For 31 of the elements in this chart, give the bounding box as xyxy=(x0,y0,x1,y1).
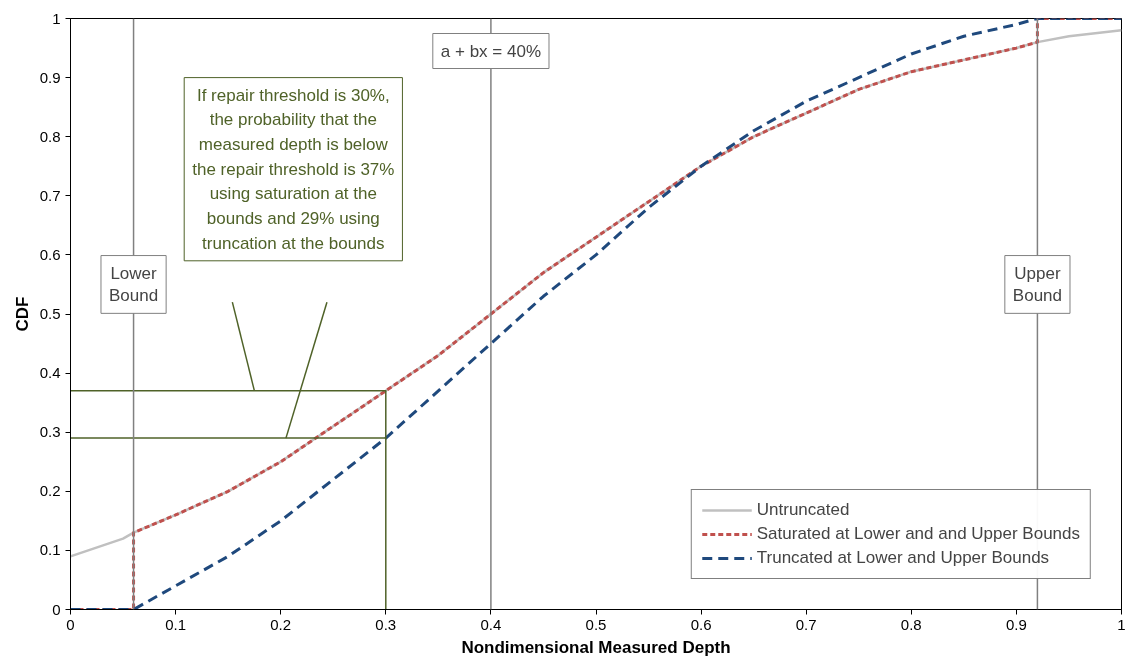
y-tick-label: 0.6 xyxy=(39,245,61,263)
annotation: If repair threshold is 30%, the probability that the measured depth is below the repair threshold is 37% using saturation at the bounds and 29% using truncation at the bounds xyxy=(192,85,395,253)
legend-label: Saturated at Lower and and Upper Bounds xyxy=(756,524,1080,544)
x-tick-label: 0.4 xyxy=(480,615,502,633)
x-tick-label: 0.5 xyxy=(585,615,607,633)
x-tick-label: 0.8 xyxy=(900,615,922,633)
x-tick-label: 0.2 xyxy=(270,615,292,633)
legend-label: Untruncated xyxy=(756,500,850,520)
x-tick-label: 0.7 xyxy=(795,615,817,633)
y-axis-title: CDF xyxy=(12,296,32,332)
legend-label: Truncated at Lower and Upper Bounds xyxy=(756,548,1050,568)
y-tick-label: 0 xyxy=(52,600,61,618)
y-tick-label: 0.3 xyxy=(39,423,61,441)
y-tick-label: 0.1 xyxy=(39,541,61,559)
x-tick-label: 0.3 xyxy=(375,615,397,633)
y-tick-label: 0.8 xyxy=(39,127,61,145)
x-tick-label: 1 xyxy=(1117,615,1126,633)
ref-line-label: a + bx = 40% xyxy=(440,41,541,61)
y-tick-label: 0.4 xyxy=(39,364,61,382)
y-tick-label: 0.9 xyxy=(39,68,61,86)
ref-line-label: Upper Bound xyxy=(1012,263,1063,306)
y-tick-label: 0.2 xyxy=(39,482,61,500)
x-tick-label: 0 xyxy=(66,615,75,633)
x-tick-label: 0.9 xyxy=(1005,615,1027,633)
y-tick-label: 1 xyxy=(52,9,61,27)
ref-line-label: Lower Bound xyxy=(108,263,159,306)
y-tick-label: 0.7 xyxy=(39,186,61,204)
x-axis-title: Nondimensional Measured Depth xyxy=(461,637,731,657)
y-tick-label: 0.5 xyxy=(39,305,61,322)
x-tick-label: 0.1 xyxy=(165,615,187,633)
x-tick-label: 0.6 xyxy=(690,615,712,633)
